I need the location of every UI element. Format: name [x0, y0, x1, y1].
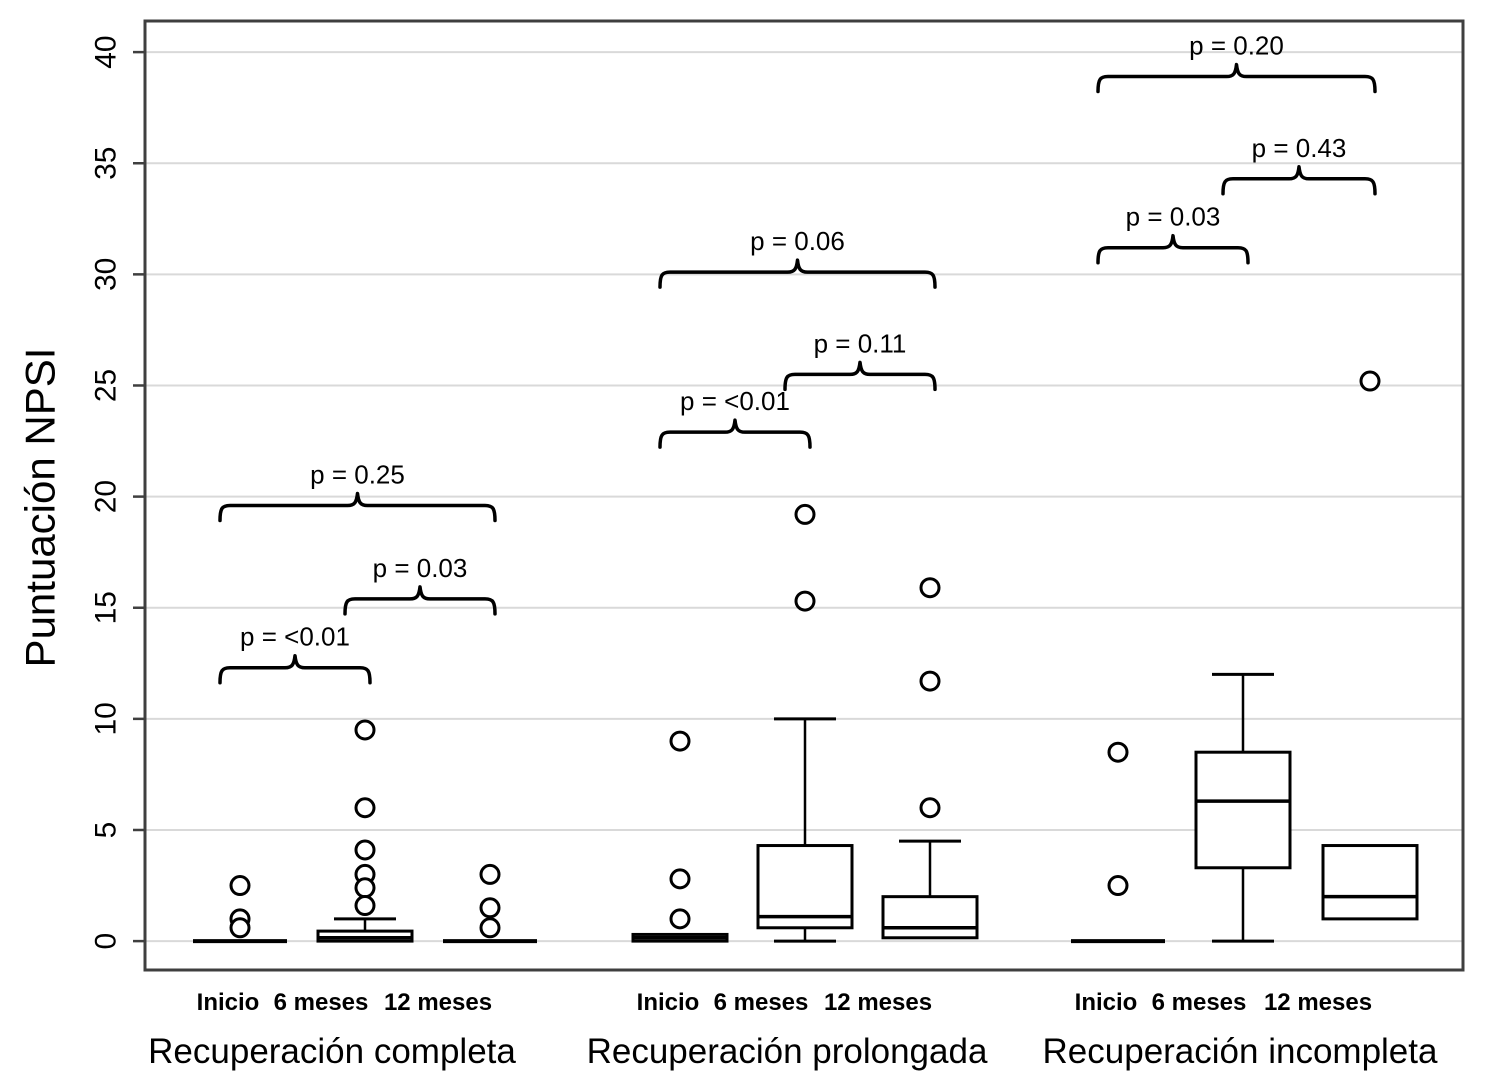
- p-value-label: p = <0.01: [240, 622, 350, 652]
- outlier-point: [229, 917, 251, 939]
- outlier-point: [919, 797, 941, 819]
- p-value-label: p = 0.25: [310, 460, 405, 490]
- y-tick-label: 25: [90, 369, 123, 402]
- outlier-point: [669, 868, 691, 890]
- iqr-box: [881, 895, 979, 940]
- boxplot-3-3: [1321, 370, 1419, 921]
- outlier-point: [1107, 741, 1129, 763]
- comparison-brace: [658, 418, 812, 449]
- p-value-label: p = <0.01: [680, 386, 790, 416]
- category-label: Inicio: [637, 989, 700, 1016]
- boxplot-2-1: [631, 730, 729, 943]
- comparison-brace: [1096, 62, 1377, 94]
- outlier-point: [354, 797, 376, 819]
- p-value-label: p = 0.03: [373, 553, 468, 583]
- p-value-label: p = 0.06: [750, 226, 845, 256]
- outlier-point: [354, 877, 376, 899]
- outlier-point: [354, 839, 376, 861]
- comparison-brace: [218, 653, 372, 685]
- comparison-brace: [783, 360, 937, 392]
- comparison-brace: [1096, 233, 1250, 265]
- p-value-label: p = 0.43: [1252, 133, 1347, 163]
- y-tick-label: 0: [90, 933, 123, 950]
- category-label: 12 meses: [824, 989, 932, 1016]
- y-tick-label: 30: [90, 258, 123, 291]
- outlier-point: [1107, 875, 1129, 897]
- boxplot-2-2: [756, 503, 854, 943]
- y-tick-label: 20: [90, 480, 123, 513]
- boxplot-2-3: [881, 577, 979, 940]
- category-label: 6 meses: [714, 989, 809, 1016]
- category-label: 6 meses: [274, 989, 369, 1016]
- y-tick-label: 35: [90, 147, 123, 180]
- y-tick-label: 5: [90, 822, 123, 839]
- outlier-point: [794, 590, 816, 612]
- comparison-brace: [1221, 165, 1377, 196]
- outlier-point: [669, 730, 691, 752]
- p-value-label: p = 0.11: [814, 328, 907, 358]
- category-label: 12 meses: [384, 989, 492, 1016]
- outlier-point: [229, 875, 251, 897]
- y-tick-label: 15: [90, 591, 123, 624]
- boxplot-3-1: [1071, 741, 1165, 944]
- category-label: Inicio: [1075, 989, 1138, 1016]
- outlier-point: [919, 670, 941, 692]
- category-label: Inicio: [197, 989, 260, 1016]
- boxplot-1-1: [193, 875, 287, 944]
- category-label: 6 meses: [1152, 989, 1247, 1016]
- outlier-point: [479, 917, 501, 939]
- outlier-point: [354, 719, 376, 741]
- group-label: Recuperación completa: [148, 1032, 516, 1071]
- outlier-point: [479, 863, 501, 885]
- boxplot-1-3: [443, 863, 537, 944]
- y-tick-label: 40: [90, 35, 123, 68]
- boxplot-3-2: [1194, 672, 1292, 943]
- y-axis-title: Puntuación NPSI: [17, 348, 64, 668]
- outlier-point: [919, 577, 941, 599]
- outlier-point: [479, 897, 501, 919]
- comparison-brace: [218, 491, 497, 523]
- outlier-point: [1359, 370, 1381, 392]
- group-label: Recuperación prolongada: [587, 1032, 988, 1071]
- y-tick-label: 10: [90, 702, 123, 735]
- p-value-label: p = 0.03: [1126, 202, 1221, 232]
- comparison-brace: [658, 258, 937, 289]
- iqr-box: [1321, 844, 1419, 921]
- outlier-point: [794, 503, 816, 525]
- p-value-label: p = 0.20: [1189, 31, 1284, 61]
- boxplot-1-2: [316, 719, 414, 943]
- iqr-box: [1194, 750, 1292, 870]
- outlier-point: [354, 895, 376, 917]
- group-label: Recuperación incompleta: [1043, 1032, 1438, 1071]
- outlier-point: [669, 908, 691, 930]
- plot-border: [143, 19, 1465, 972]
- category-label: 12 meses: [1264, 989, 1372, 1016]
- iqr-box: [756, 844, 854, 930]
- comparison-brace: [343, 585, 497, 616]
